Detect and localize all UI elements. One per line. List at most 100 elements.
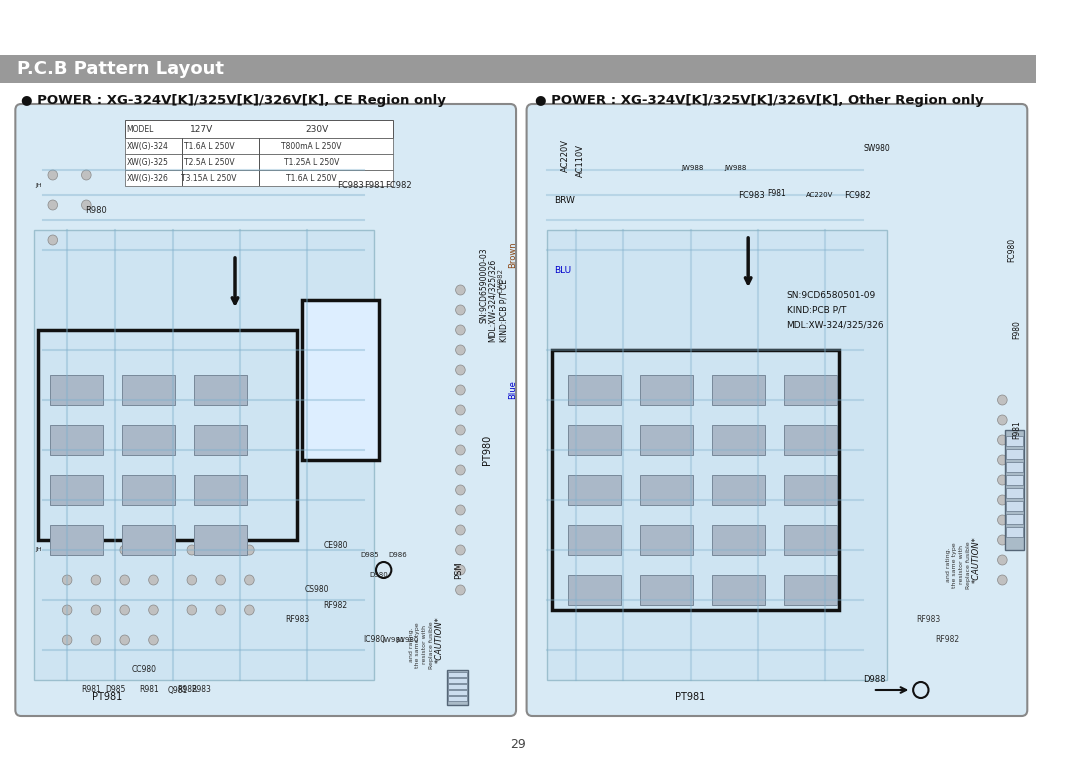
- Text: SW980: SW980: [863, 143, 890, 153]
- Text: resistor with: resistor with: [422, 626, 427, 665]
- Circle shape: [456, 345, 465, 355]
- Text: *CAUTION*: *CAUTION*: [972, 536, 981, 584]
- Bar: [568, 375, 621, 405]
- Bar: [51, 475, 103, 505]
- Bar: [124, 120, 393, 138]
- Bar: [122, 375, 175, 405]
- Bar: [546, 230, 888, 680]
- Bar: [448, 672, 468, 677]
- Circle shape: [81, 200, 91, 210]
- Circle shape: [456, 305, 465, 315]
- Text: T3.15A L 250V: T3.15A L 250V: [181, 173, 237, 182]
- Text: CS980: CS980: [305, 585, 328, 594]
- Bar: [712, 475, 765, 505]
- Text: PT981: PT981: [92, 692, 122, 702]
- Circle shape: [216, 545, 226, 555]
- Bar: [33, 230, 374, 680]
- Bar: [1007, 462, 1024, 472]
- Text: F981: F981: [768, 188, 786, 198]
- Bar: [568, 525, 621, 555]
- Circle shape: [187, 575, 197, 585]
- Circle shape: [91, 575, 100, 585]
- Circle shape: [456, 485, 465, 495]
- Bar: [568, 425, 621, 455]
- Text: XW(G)-324: XW(G)-324: [126, 141, 168, 150]
- Circle shape: [998, 395, 1008, 405]
- Circle shape: [91, 545, 100, 555]
- Text: D988: D988: [863, 675, 886, 684]
- Circle shape: [456, 505, 465, 515]
- Circle shape: [998, 435, 1008, 445]
- Text: resistor with: resistor with: [959, 546, 964, 584]
- Circle shape: [187, 545, 197, 555]
- Bar: [448, 684, 468, 689]
- Bar: [1007, 514, 1024, 524]
- Circle shape: [149, 545, 159, 555]
- Circle shape: [120, 545, 130, 555]
- Text: 230V: 230V: [305, 124, 328, 134]
- Circle shape: [91, 635, 100, 645]
- Bar: [1005, 430, 1025, 550]
- Bar: [640, 475, 693, 505]
- Text: FC982: FC982: [845, 191, 870, 199]
- Text: FC983: FC983: [337, 181, 364, 189]
- Bar: [122, 475, 175, 505]
- Circle shape: [998, 455, 1008, 465]
- Text: R982: R982: [177, 685, 197, 694]
- Bar: [552, 350, 839, 610]
- Circle shape: [120, 605, 130, 615]
- Text: ● POWER : XG-324V[K]/325V[K]/326V[K], CE Region only: ● POWER : XG-324V[K]/325V[K]/326V[K], CE…: [22, 94, 446, 107]
- Bar: [1007, 449, 1024, 459]
- Text: SN:9CD6590000-03: SN:9CD6590000-03: [480, 247, 489, 323]
- Bar: [784, 575, 837, 605]
- Text: AC220V: AC220V: [562, 139, 570, 172]
- Text: Q981: Q981: [167, 685, 188, 694]
- Text: F981: F981: [1012, 420, 1021, 439]
- Bar: [447, 670, 468, 705]
- Circle shape: [456, 405, 465, 415]
- Bar: [302, 300, 379, 460]
- Text: T1.25A L 250V: T1.25A L 250V: [284, 157, 339, 166]
- Bar: [1007, 475, 1024, 485]
- Text: *CAUTION*: *CAUTION*: [435, 617, 444, 663]
- Circle shape: [244, 605, 254, 615]
- Circle shape: [456, 285, 465, 295]
- Bar: [194, 375, 247, 405]
- Circle shape: [91, 605, 100, 615]
- Text: PSM: PSM: [454, 562, 462, 579]
- Text: Replace fusible: Replace fusible: [429, 621, 434, 669]
- Bar: [712, 425, 765, 455]
- Text: JH: JH: [35, 182, 42, 188]
- Text: Brown: Brown: [509, 242, 517, 269]
- Circle shape: [998, 515, 1008, 525]
- Bar: [39, 330, 297, 540]
- Circle shape: [456, 525, 465, 535]
- Text: Replace fusible: Replace fusible: [966, 541, 971, 589]
- Bar: [640, 375, 693, 405]
- Bar: [712, 575, 765, 605]
- Bar: [194, 425, 247, 455]
- Bar: [122, 425, 175, 455]
- Text: R981: R981: [81, 685, 102, 694]
- Bar: [568, 475, 621, 505]
- Circle shape: [48, 235, 57, 245]
- Bar: [784, 525, 837, 555]
- Circle shape: [120, 635, 130, 645]
- Text: PT981: PT981: [675, 692, 705, 702]
- Circle shape: [63, 605, 72, 615]
- Text: JW988: JW988: [681, 165, 703, 171]
- Circle shape: [456, 325, 465, 335]
- Text: CE980: CE980: [324, 540, 348, 549]
- Text: Blue: Blue: [509, 381, 517, 400]
- Text: KIND:PCB P/T: KIND:PCB P/T: [786, 305, 846, 314]
- Circle shape: [998, 495, 1008, 505]
- Bar: [640, 575, 693, 605]
- Text: RF983: RF983: [916, 616, 941, 624]
- Text: R980: R980: [85, 205, 107, 214]
- Text: D980: D980: [369, 572, 388, 578]
- Text: MDL:XW-324/325/326: MDL:XW-324/325/326: [786, 320, 885, 330]
- Bar: [122, 525, 175, 555]
- Circle shape: [149, 635, 159, 645]
- Circle shape: [244, 575, 254, 585]
- Text: BRW: BRW: [554, 195, 576, 204]
